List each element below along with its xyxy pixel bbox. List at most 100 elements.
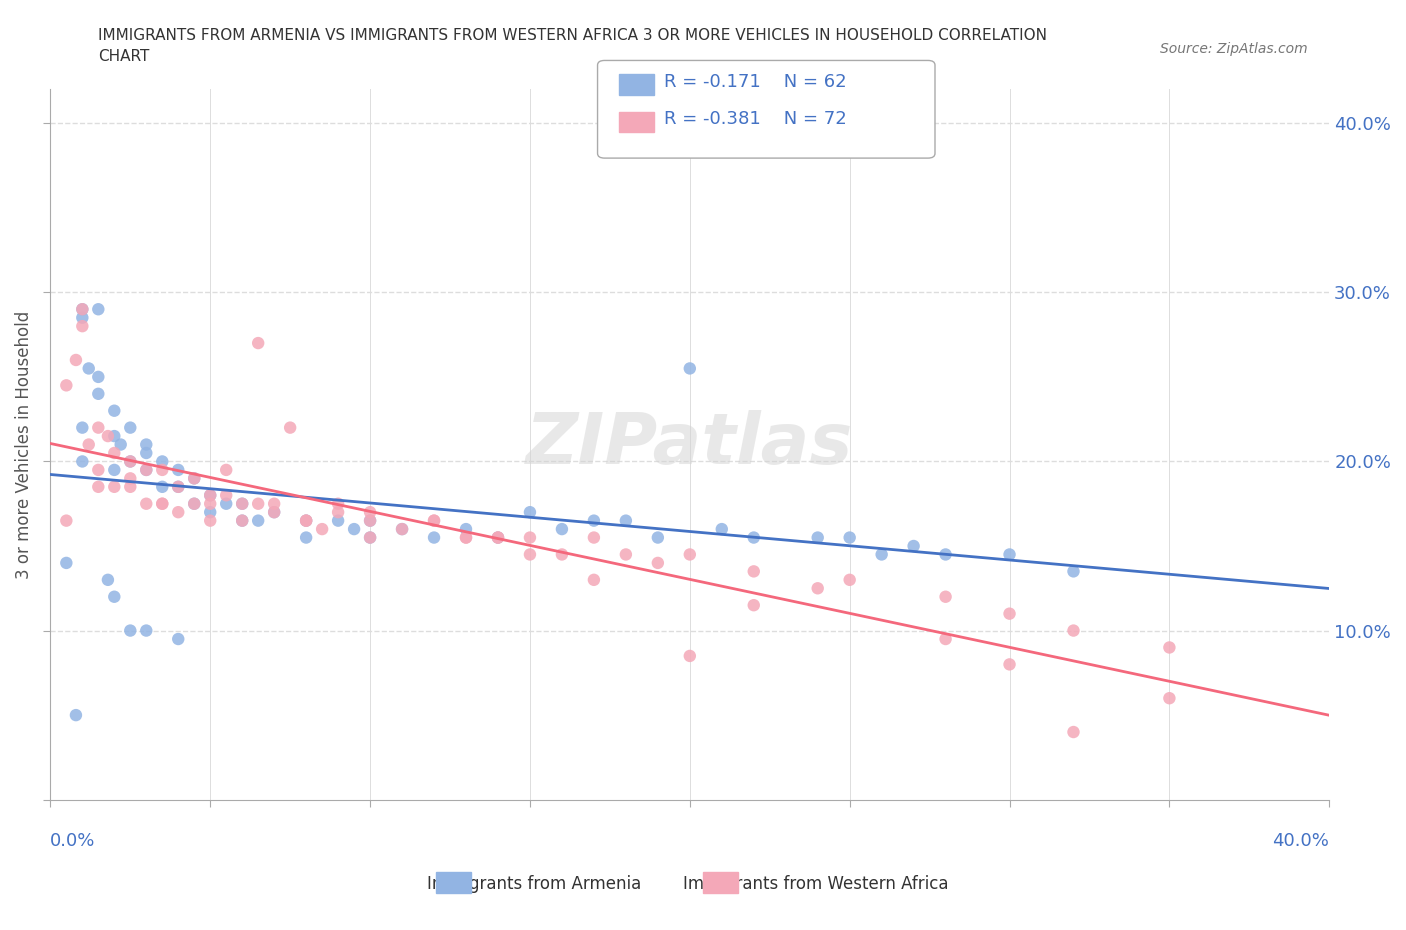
Point xyxy=(1063,724,1085,739)
Point xyxy=(391,522,413,537)
Point xyxy=(183,471,205,485)
Text: Immigrants from Western Africa: Immigrants from Western Africa xyxy=(683,874,948,893)
Text: 0.0%: 0.0% xyxy=(51,831,96,850)
Point xyxy=(135,623,157,638)
Point xyxy=(231,513,253,528)
Point xyxy=(200,505,222,520)
Point xyxy=(150,454,173,469)
Text: Immigrants from Armenia: Immigrants from Armenia xyxy=(427,874,641,893)
Text: R = -0.381    N = 72: R = -0.381 N = 72 xyxy=(664,110,846,128)
Point xyxy=(326,505,349,520)
Point xyxy=(135,445,157,460)
Point xyxy=(120,420,142,435)
Point xyxy=(742,598,765,613)
Point xyxy=(423,530,446,545)
Point xyxy=(72,302,94,317)
Point xyxy=(87,369,110,384)
Point xyxy=(614,547,637,562)
Point xyxy=(150,497,173,512)
Point xyxy=(582,572,605,587)
Point xyxy=(359,513,381,528)
Point xyxy=(1159,691,1181,706)
Point xyxy=(295,513,318,528)
Point xyxy=(103,429,125,444)
Point xyxy=(87,462,110,477)
Point xyxy=(183,497,205,512)
Text: ZIPatlas: ZIPatlas xyxy=(526,410,853,479)
Point xyxy=(935,631,957,646)
Point xyxy=(87,386,110,401)
Point xyxy=(72,454,94,469)
Point xyxy=(807,581,830,596)
Point xyxy=(263,505,285,520)
Point xyxy=(167,631,190,646)
Point xyxy=(200,513,222,528)
Point xyxy=(120,623,142,638)
Point xyxy=(519,530,541,545)
Point xyxy=(343,522,366,537)
Point xyxy=(55,555,77,570)
Point xyxy=(742,530,765,545)
Text: Source: ZipAtlas.com: Source: ZipAtlas.com xyxy=(1160,42,1308,56)
Point xyxy=(454,530,477,545)
Point xyxy=(998,657,1021,671)
Point xyxy=(326,513,349,528)
Point xyxy=(135,497,157,512)
Point xyxy=(87,420,110,435)
Y-axis label: 3 or more Vehicles in Household: 3 or more Vehicles in Household xyxy=(15,311,32,578)
Point xyxy=(359,513,381,528)
Point xyxy=(97,572,120,587)
Point xyxy=(998,547,1021,562)
Point xyxy=(72,420,94,435)
Point xyxy=(215,497,238,512)
Point xyxy=(65,708,87,723)
Point xyxy=(135,462,157,477)
Point xyxy=(55,513,77,528)
Point xyxy=(486,530,509,545)
Point xyxy=(710,522,733,537)
Point xyxy=(391,522,413,537)
Point xyxy=(231,497,253,512)
Point xyxy=(311,522,333,537)
Point xyxy=(167,505,190,520)
Point xyxy=(679,547,702,562)
Point xyxy=(998,606,1021,621)
Point xyxy=(263,505,285,520)
Point xyxy=(103,445,125,460)
Point xyxy=(935,590,957,604)
Point xyxy=(77,437,100,452)
Point xyxy=(647,555,669,570)
Point xyxy=(486,530,509,545)
Point xyxy=(486,530,509,545)
Point xyxy=(103,462,125,477)
Point xyxy=(215,488,238,503)
Point xyxy=(65,352,87,367)
Point xyxy=(183,497,205,512)
Point xyxy=(903,538,925,553)
Point xyxy=(247,497,270,512)
Point xyxy=(1063,623,1085,638)
Point xyxy=(120,454,142,469)
Point xyxy=(870,547,893,562)
Point xyxy=(150,497,173,512)
Point xyxy=(231,497,253,512)
Point xyxy=(551,522,574,537)
Point xyxy=(647,530,669,545)
Point xyxy=(72,319,94,334)
Text: R = -0.171    N = 62: R = -0.171 N = 62 xyxy=(664,73,846,91)
Point xyxy=(72,311,94,325)
Point xyxy=(167,479,190,494)
Point xyxy=(120,479,142,494)
Point xyxy=(359,530,381,545)
Point xyxy=(103,590,125,604)
Point xyxy=(423,513,446,528)
Point xyxy=(359,505,381,520)
Point xyxy=(614,513,637,528)
Point xyxy=(359,530,381,545)
Point xyxy=(200,497,222,512)
Point xyxy=(807,530,830,545)
Point xyxy=(135,437,157,452)
Point xyxy=(103,404,125,418)
Point xyxy=(423,513,446,528)
Point xyxy=(77,361,100,376)
